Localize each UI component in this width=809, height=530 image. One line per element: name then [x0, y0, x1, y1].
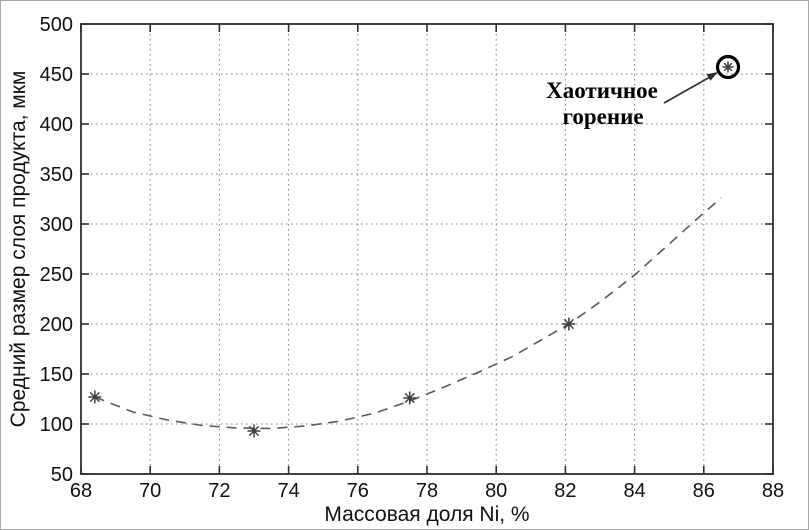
- tick-label-x-68: 68: [70, 480, 92, 502]
- tick-label-x-72: 72: [208, 480, 230, 502]
- tick-label-x-80: 80: [485, 480, 507, 502]
- tick-label-x-86: 86: [693, 480, 715, 502]
- tick-label-x-70: 70: [139, 480, 161, 502]
- axes: [80, 23, 774, 475]
- chaotic-point-circle: [715, 54, 741, 80]
- marker-point-3: [562, 317, 576, 331]
- tick-label-y-200: 200: [40, 314, 73, 336]
- tick-label-x-78: 78: [416, 480, 438, 502]
- tick-label-y-150: 150: [40, 364, 73, 386]
- tick-label-y-450: 450: [40, 64, 73, 86]
- annotation: Хаотичное горение: [546, 72, 718, 129]
- tick-label-x-76: 76: [347, 480, 369, 502]
- grid: [81, 24, 773, 474]
- data-markers: [88, 54, 741, 438]
- tick-label-y-300: 300: [40, 214, 73, 236]
- annotation-arrow-line: [663, 76, 711, 104]
- annotation-line1: Хаотичное: [546, 78, 658, 103]
- annotation-arrowhead: [706, 72, 718, 81]
- tick-label-y-100: 100: [40, 414, 73, 436]
- tick-label-x-74: 74: [277, 480, 299, 502]
- marker-point-0: [88, 390, 102, 404]
- x-axis-title: Массовая доля Ni, %: [324, 503, 529, 526]
- tick-label-y-400: 400: [40, 114, 73, 136]
- chaotic-point-asterisk: [722, 61, 734, 73]
- fit-curve: [94, 197, 722, 430]
- tick-label-y-350: 350: [40, 164, 73, 186]
- tick-label-x-82: 82: [554, 480, 576, 502]
- tick-label-y-500: 500: [40, 14, 73, 36]
- tick-label-x-84: 84: [623, 480, 645, 502]
- tick-labels: 68 70 72 74 76 78 80 82 84 86 88 50 100 150 200 250 300 3…: [40, 14, 785, 502]
- y-axis-title: Средний размер слоя продукта, мкм: [7, 71, 30, 428]
- tick-label-x-88: 88: [762, 480, 784, 502]
- tick-label-y-50: 50: [51, 464, 73, 486]
- marker-point-1: [247, 424, 261, 438]
- tick-label-y-250: 250: [40, 264, 73, 286]
- annotation-line2: горение: [562, 104, 643, 129]
- marker-point-2: [403, 391, 417, 405]
- fit-curve-line: [94, 197, 722, 430]
